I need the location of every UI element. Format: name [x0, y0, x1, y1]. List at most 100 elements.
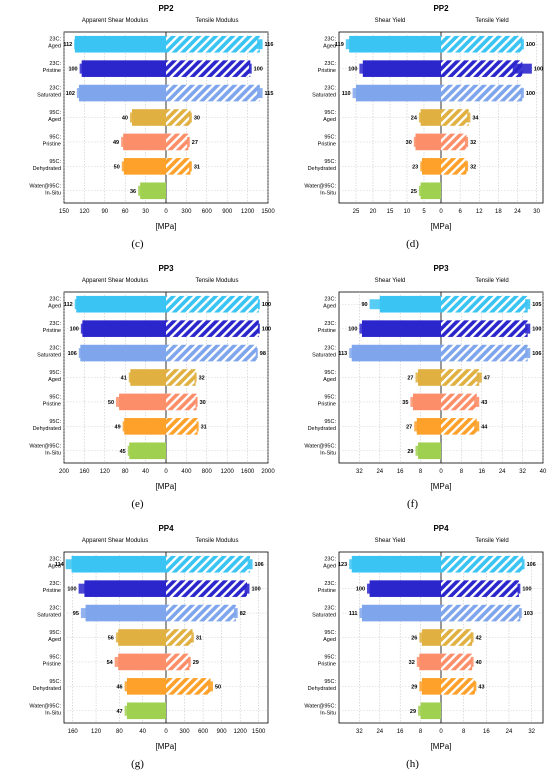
- right-error-bar: [470, 632, 474, 643]
- left-error-bar: [369, 299, 390, 310]
- left-bar-label: 49: [113, 140, 119, 146]
- right-bar: [441, 320, 528, 337]
- left-bar: [85, 604, 166, 622]
- left-error-bar: [121, 161, 126, 172]
- x-tick-label: 16: [478, 469, 485, 475]
- x-tick-label: 90: [101, 209, 108, 215]
- left-bar-label: 26: [411, 636, 417, 642]
- chart-g: PP4 Apparent Shear Modulus Tensile Modulus…: [29, 524, 269, 751]
- left-bar-label: 50: [114, 164, 120, 170]
- category-label: 95C:: [324, 679, 336, 685]
- category-label: 23C:: [324, 606, 336, 612]
- category-label: 95C:: [49, 654, 61, 660]
- caption-d: (d): [406, 238, 419, 250]
- right-bar-label: 100: [522, 587, 531, 593]
- left-bar-label: 100: [348, 327, 357, 333]
- left-bar-label: 27: [406, 424, 412, 430]
- right-error-bar: [473, 681, 477, 692]
- right-error-bar: [467, 112, 471, 123]
- right-bar-label: 34: [472, 116, 479, 122]
- x-tick-label: 24: [376, 729, 383, 735]
- left-bar: [130, 369, 166, 386]
- category-label: 95C:: [49, 370, 61, 376]
- left-bar: [123, 133, 166, 151]
- category-label: Saturated: [312, 613, 336, 619]
- x-tick-label: 0: [439, 729, 443, 735]
- right-bar-label: 100: [254, 67, 263, 73]
- category-label: In-Situ: [45, 710, 61, 716]
- x-tick-label: 16: [397, 469, 404, 475]
- category-label: Dehydrated: [308, 686, 336, 692]
- category-label: Dehydrated: [308, 426, 336, 432]
- x-tick-label: 600: [198, 729, 209, 735]
- right-bar: [166, 555, 251, 573]
- right-bar: [441, 133, 467, 151]
- right-bar-label: 103: [524, 611, 533, 617]
- x-tick-label: 1500: [261, 209, 275, 215]
- right-error-bar: [208, 681, 213, 692]
- chart-c: PP2 Apparent Shear Modulus Tensile Modulus…: [29, 4, 275, 231]
- category-label: 23C:: [324, 321, 336, 327]
- left-error-bar: [78, 348, 82, 359]
- x-tick-label: 2000: [261, 469, 275, 475]
- x-tick-label: 160: [68, 729, 79, 735]
- category-label: Saturated: [37, 353, 61, 359]
- left-bar-label: 24: [411, 116, 418, 122]
- left-bar: [356, 84, 441, 102]
- right-error-bar: [189, 161, 192, 172]
- right-bar-label: 30: [200, 400, 206, 406]
- right-bar-label: 44: [481, 424, 488, 430]
- left-bar: [361, 604, 441, 622]
- left-bar: [82, 320, 166, 337]
- category-label: 23C:: [324, 61, 336, 67]
- left-bar-label: 30: [406, 140, 412, 146]
- right-bar-label: 82: [240, 611, 246, 617]
- category-label: 95C:: [324, 110, 336, 116]
- left-error-bar: [124, 705, 130, 716]
- left-bar-label: 106: [68, 351, 77, 357]
- right-bar-label: 32: [470, 140, 476, 146]
- category-label: Water@95C:: [29, 703, 61, 709]
- x-tick-label: 16: [483, 729, 490, 735]
- left-error-bar: [349, 348, 355, 359]
- category-label: 95C:: [324, 159, 336, 165]
- x-tick-label: 200: [59, 469, 70, 475]
- category-label: Pristine: [318, 401, 336, 407]
- left-bar: [420, 109, 441, 126]
- category-label: Aged: [48, 564, 61, 570]
- right-bar-label: 100: [526, 42, 535, 48]
- x-axis-label: [MPa]: [431, 742, 452, 751]
- right-bar: [441, 629, 473, 646]
- left-bar-label: 49: [115, 424, 121, 430]
- right-error-bar: [234, 608, 238, 619]
- left-bar-label: 50: [108, 400, 114, 406]
- right-error-bar: [474, 421, 480, 432]
- left-error-bar: [138, 185, 143, 196]
- category-label: Pristine: [43, 661, 61, 667]
- x-tick-label: 8: [419, 729, 423, 735]
- chart-panel-h: PP4 Shear Yield Tensile Yield 32 24 16 8 0 8 16 24…: [275, 520, 550, 780]
- right-bar: [441, 35, 523, 53]
- right-bar: [166, 393, 197, 411]
- left-error-bar: [359, 63, 367, 74]
- x-tick-label: 0: [164, 729, 168, 735]
- category-label: Pristine: [318, 68, 336, 74]
- left-panel-title: Shear Yield: [375, 18, 406, 24]
- right-bar: [166, 678, 211, 695]
- left-bar-label: 113: [338, 351, 347, 357]
- left-bar-label: 36: [130, 189, 136, 195]
- x-tick-label: 1200: [241, 209, 255, 215]
- left-bar: [78, 84, 166, 102]
- right-error-bar: [191, 632, 194, 643]
- right-bar-label: 106: [532, 351, 541, 357]
- right-bar: [166, 369, 196, 386]
- left-error-bar: [359, 323, 365, 334]
- category-label: 23C:: [324, 581, 336, 587]
- left-error-bar: [122, 421, 126, 432]
- right-panel-title: Tensile Yield: [475, 18, 508, 24]
- left-bar: [74, 35, 166, 53]
- x-axis-label: [MPa]: [156, 742, 177, 751]
- category-label: 23C:: [49, 86, 61, 92]
- left-bar: [362, 60, 441, 77]
- right-error-bar: [520, 39, 524, 50]
